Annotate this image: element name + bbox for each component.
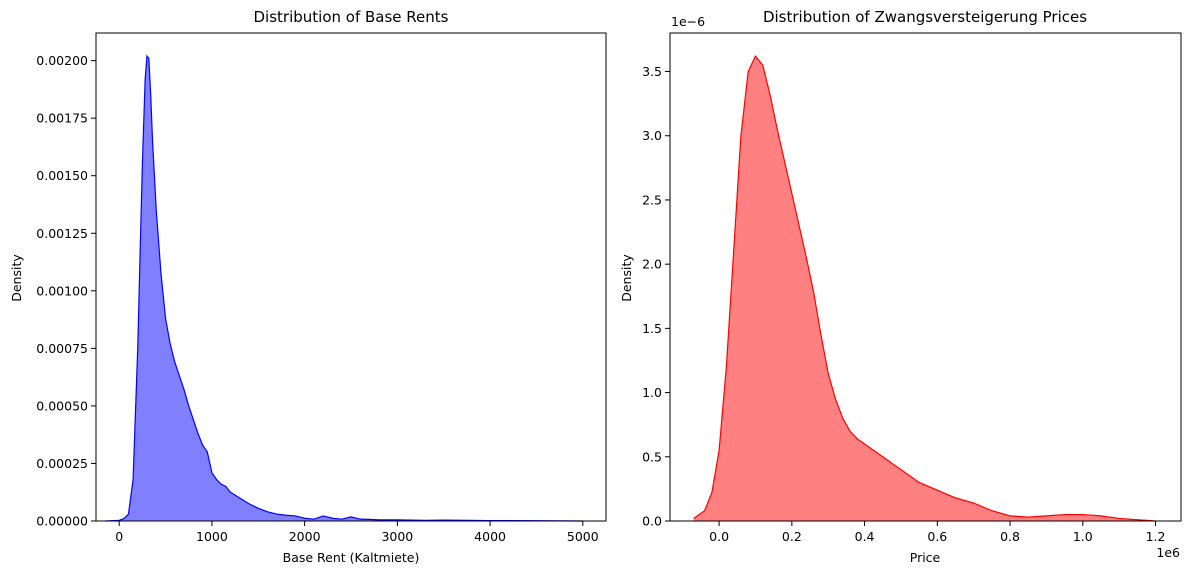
x-offset-label: 1e6 [1156, 545, 1180, 560]
plot-frame [95, 32, 607, 522]
x-tick-label: 0.8 [1000, 529, 1020, 544]
y-tick-label: 2.0 [642, 257, 662, 272]
x-tick-label: 1000 [196, 529, 228, 544]
auction-price-density-plot: Distribution of Zwangsversteigerung Pric… [619, 8, 1182, 565]
y-tick-label: 0.5 [642, 449, 662, 464]
density-line [105, 54, 583, 522]
plot-frame [669, 32, 1182, 522]
x-tick-label: 1.2 [1146, 529, 1166, 544]
x-tick-label: 3000 [381, 529, 413, 544]
y-tick-label: 0.00050 [36, 398, 88, 413]
base-rent-density-plot: Distribution of Base Rents Base Rent (Ka… [9, 8, 607, 565]
y-tick-label: 0.00175 [36, 111, 88, 126]
density-area [693, 56, 1156, 522]
y-tick-label: 0.00125 [36, 226, 88, 241]
y-axis-label: Density [619, 254, 634, 302]
x-axis-label: Price [910, 550, 941, 565]
y-tick-label: 0.0 [642, 514, 662, 529]
x-tick-label: 0.2 [782, 529, 802, 544]
density-line [693, 54, 1156, 522]
y-tick-label: 3.5 [642, 64, 662, 79]
plot-title: Distribution of Base Rents [254, 8, 449, 26]
x-tick-label: 0.6 [927, 529, 947, 544]
y-tick-label: 1.5 [642, 321, 662, 336]
y-tick-label: 0.00150 [36, 168, 88, 183]
y-tick-label: 0.00025 [36, 456, 88, 471]
y-tick-label: 0.00100 [36, 283, 88, 298]
y-axis-label: Density [9, 254, 24, 302]
x-axis-label: Base Rent (Kaltmiete) [283, 550, 420, 565]
plot-title: Distribution of Zwangsversteigerung Pric… [763, 8, 1087, 26]
density-area [105, 56, 583, 522]
y-offset-label: 1e−6 [671, 14, 705, 29]
x-tick-label: 2000 [289, 529, 321, 544]
y-tick-label: 0.00200 [36, 53, 88, 68]
x-tick-label: 0.4 [855, 529, 875, 544]
x-tick-label: 1.0 [1073, 529, 1093, 544]
x-tick-label: 0.0 [709, 529, 729, 544]
x-tick-label: 0 [115, 529, 123, 544]
y-tick-label: 0.00000 [36, 514, 88, 529]
x-tick-label: 4000 [474, 529, 506, 544]
y-tick-label: 1.0 [642, 385, 662, 400]
y-tick-label: 2.5 [642, 192, 662, 207]
y-tick-label: 3.0 [642, 128, 662, 143]
x-tick-label: 5000 [567, 529, 599, 544]
y-tick-label: 0.00075 [36, 341, 88, 356]
